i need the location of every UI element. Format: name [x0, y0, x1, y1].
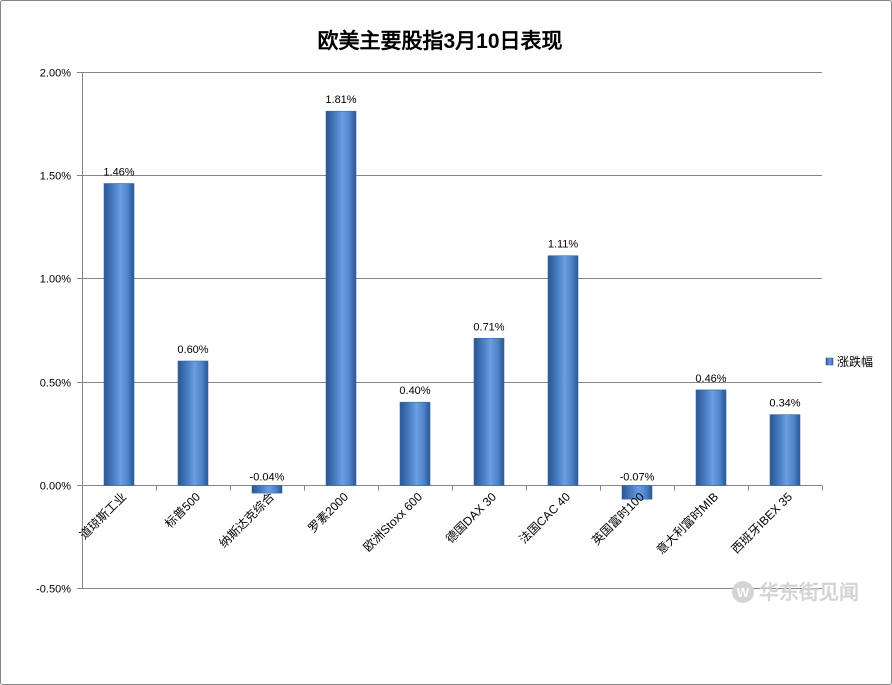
y-tick-label: 2.00%: [40, 68, 71, 80]
chart-title: 欧美主要股指3月10日表现: [317, 29, 562, 53]
data-label: 1.46%: [103, 167, 134, 179]
bar-2: [177, 360, 209, 486]
data-label: -0.07%: [620, 472, 655, 484]
legend-label: 涨跌幅: [837, 354, 873, 369]
legend-swatch: [825, 357, 834, 366]
data-label: 0.60%: [177, 344, 208, 356]
data-label: 0.46%: [695, 373, 726, 385]
y-axis-tick-labels: 2.00% 1.50% 1.00% 0.50% 0.00% -0.50%: [36, 68, 71, 596]
bar-3: [251, 485, 283, 494]
data-label: 0.34%: [769, 398, 800, 410]
y-tick-label: 0.50%: [40, 378, 71, 390]
bar-5: [399, 401, 431, 486]
bars: [103, 110, 801, 500]
bar-10: [769, 414, 801, 486]
bar-7: [547, 255, 579, 486]
watermark-text: 华东街见闻: [759, 580, 859, 604]
y-tick-label: -0.50%: [36, 584, 71, 596]
bar-4: [325, 110, 357, 486]
data-label: 0.40%: [399, 385, 430, 397]
y-tick-label: 1.50%: [40, 171, 71, 183]
y-tick-label: 0.00%: [40, 481, 71, 493]
bar-6: [473, 337, 505, 486]
data-label: 0.71%: [473, 321, 504, 333]
watermark-logo-letter: W: [737, 585, 750, 600]
bar-1: [103, 183, 135, 486]
data-labels: 1.46% 0.60% -0.04% 1.81% 0.40% 0.71% 1.11% -0.0…: [103, 94, 800, 483]
y-tick-label: 1.00%: [40, 274, 71, 286]
data-label: 1.81%: [325, 94, 356, 106]
watermark-logo-icon: [732, 581, 754, 603]
bar-8: [621, 485, 653, 500]
legend: 涨跌幅: [825, 354, 873, 369]
bar-9: [695, 389, 727, 486]
data-label: 1.11%: [548, 239, 579, 251]
data-label: -0.04%: [250, 472, 285, 484]
watermark: W 华东街见闻: [732, 580, 859, 604]
